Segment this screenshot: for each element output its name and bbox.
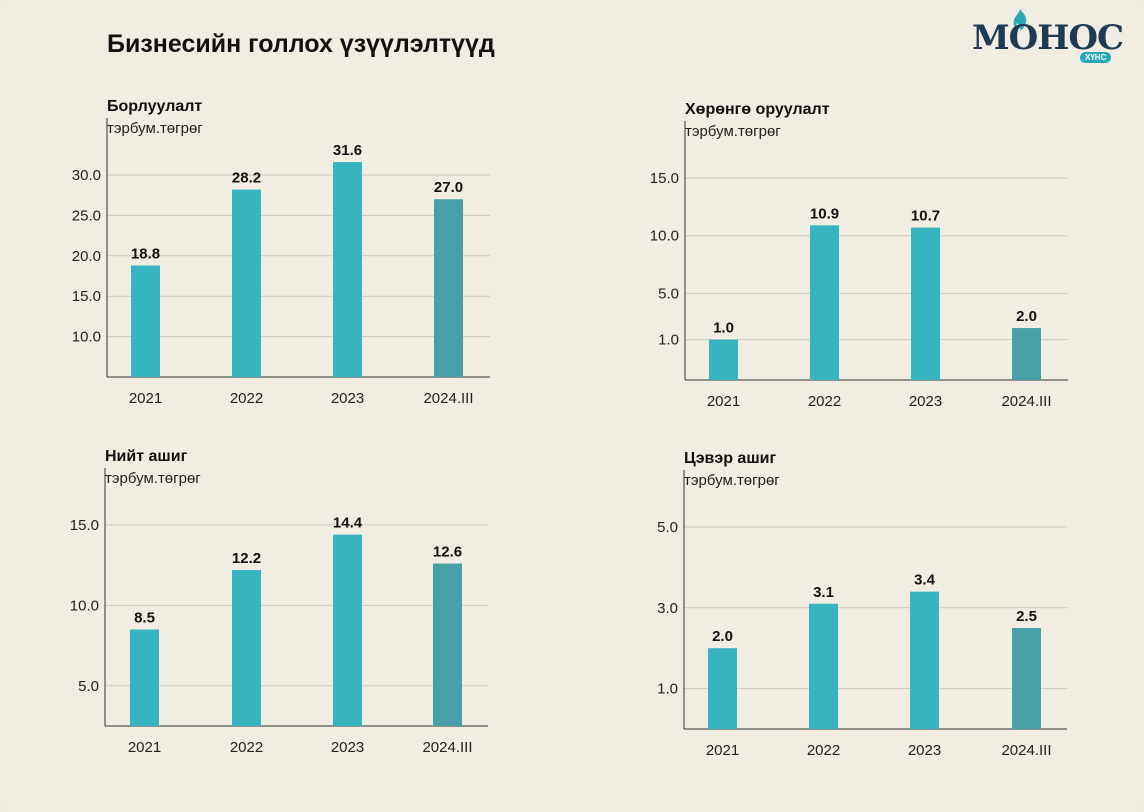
y-tick-label: 3.0 <box>657 600 678 617</box>
y-tick-label: 15.0 <box>650 170 679 187</box>
data-label: 1.0 <box>713 320 734 337</box>
y-tick-label: 1.0 <box>658 332 679 349</box>
bar-2022 <box>232 570 261 726</box>
bar-2023 <box>333 162 362 377</box>
chart-unit: тэрбум.төгрөг <box>684 472 780 489</box>
y-tick-label: 5.0 <box>78 678 99 695</box>
bar-2022 <box>810 225 839 380</box>
x-tick-label: 2023 <box>331 390 364 407</box>
y-tick-label: 10.0 <box>70 597 99 614</box>
x-tick-label: 2022 <box>807 742 840 759</box>
logo-badge: ХҮНС <box>1080 52 1112 63</box>
y-tick-label: 20.0 <box>72 248 101 265</box>
data-label: 27.0 <box>434 179 463 196</box>
chart-svg: 1.0 3.0 5.0 2.0 2021 3.1 2022 3.4 2023 2.5 2024.II… <box>657 470 1067 759</box>
chart-svg: 10.0 15.0 20.0 25.0 30.0 18.8 2021 28.2 2022 31.6… <box>72 118 490 407</box>
chart-title: Нийт ашиг <box>105 448 188 465</box>
chart-panel-net-profit: Цэвэр ашиг тэрбум.төгрөг 1.0 3.0 5.0 2.0 202… <box>657 450 1074 770</box>
chart-unit: тэрбум.төгрөг <box>685 123 781 140</box>
chart-unit: тэрбум.төгрөг <box>105 470 201 487</box>
x-tick-label: 2024.III <box>423 390 473 407</box>
y-tick-label: 15.0 <box>70 517 99 534</box>
bar-2024.III <box>434 199 463 377</box>
data-label: 2.5 <box>1016 608 1037 625</box>
chart-svg: 1.0 5.0 10.0 15.0 1.0 2021 10.9 2022 10.7 2023 2.0… <box>650 121 1068 410</box>
bar-2022 <box>809 603 838 729</box>
bar-2023 <box>333 534 362 726</box>
bar-2021 <box>709 339 738 380</box>
data-label: 10.7 <box>911 208 940 225</box>
data-label: 14.4 <box>333 515 363 532</box>
x-tick-label: 2024.III <box>422 739 472 756</box>
x-tick-label: 2021 <box>129 390 162 407</box>
chart-panel-investment: Хөрөнгө оруулалт тэрбум.төгрөг 1.0 5.0 10.… <box>650 101 1075 421</box>
chart-title: Цэвэр ашиг <box>684 450 777 467</box>
bar-2021 <box>131 265 160 377</box>
bar-2021 <box>708 648 737 729</box>
data-label: 12.6 <box>433 544 462 561</box>
data-label: 10.9 <box>810 205 839 222</box>
x-tick-label: 2022 <box>230 739 263 756</box>
data-label: 28.2 <box>232 170 261 187</box>
y-tick-label: 5.0 <box>658 285 679 302</box>
x-tick-label: 2023 <box>331 739 364 756</box>
y-tick-label: 10.0 <box>72 329 101 346</box>
x-tick-label: 2021 <box>707 393 740 410</box>
page-title: Бизнесийн голлох үзүүлэлтүүд <box>107 30 495 58</box>
bar-2022 <box>232 189 261 377</box>
x-tick-label: 2023 <box>908 742 941 759</box>
bar-2024.III <box>1012 328 1041 380</box>
y-tick-label: 10.0 <box>650 228 679 245</box>
x-tick-label: 2022 <box>230 390 263 407</box>
bar-2024.III <box>433 563 462 726</box>
data-label: 18.8 <box>131 245 160 262</box>
data-label: 12.2 <box>232 550 261 567</box>
monos-logo: МОНОС ХҮНС <box>968 8 1124 68</box>
logo-wordmark: МОНОС <box>972 18 1124 58</box>
bar-2021 <box>130 629 159 726</box>
x-tick-label: 2021 <box>128 739 161 756</box>
chart-svg: 5.0 10.0 15.0 8.5 2021 12.2 2022 14.4 2023 12.6 20… <box>70 468 488 756</box>
data-label: 8.5 <box>134 610 155 627</box>
x-tick-label: 2021 <box>706 742 739 759</box>
chart-unit: тэрбум.төгрөг <box>107 120 203 137</box>
x-tick-label: 2024.III <box>1001 393 1051 410</box>
x-tick-label: 2024.III <box>1001 742 1051 759</box>
chart-title: Хөрөнгө оруулалт <box>685 101 830 118</box>
y-tick-label: 25.0 <box>72 207 101 224</box>
data-label: 31.6 <box>333 142 362 159</box>
bar-2023 <box>910 591 939 729</box>
x-tick-label: 2022 <box>808 393 841 410</box>
y-tick-label: 5.0 <box>657 519 678 536</box>
chart-panel-sales: Борлуулалт тэрбум.төгрөг 10.0 15.0 20.0 25.… <box>72 98 497 418</box>
data-label: 3.1 <box>813 584 834 601</box>
data-label: 2.0 <box>1016 308 1037 325</box>
chart-panel-gross-profit: Нийт ашиг тэрбум.төгрөг 5.0 10.0 15.0 8.5 20… <box>70 448 495 768</box>
bar-2023 <box>911 227 940 380</box>
data-label: 3.4 <box>914 572 936 589</box>
y-tick-label: 1.0 <box>657 681 678 698</box>
chart-title: Борлуулалт <box>107 98 203 115</box>
bar-2024.III <box>1012 628 1041 729</box>
x-tick-label: 2023 <box>909 393 942 410</box>
flame-icon <box>1013 9 1027 31</box>
y-tick-label: 15.0 <box>72 288 101 305</box>
data-label: 2.0 <box>712 628 733 645</box>
y-tick-label: 30.0 <box>72 167 101 184</box>
